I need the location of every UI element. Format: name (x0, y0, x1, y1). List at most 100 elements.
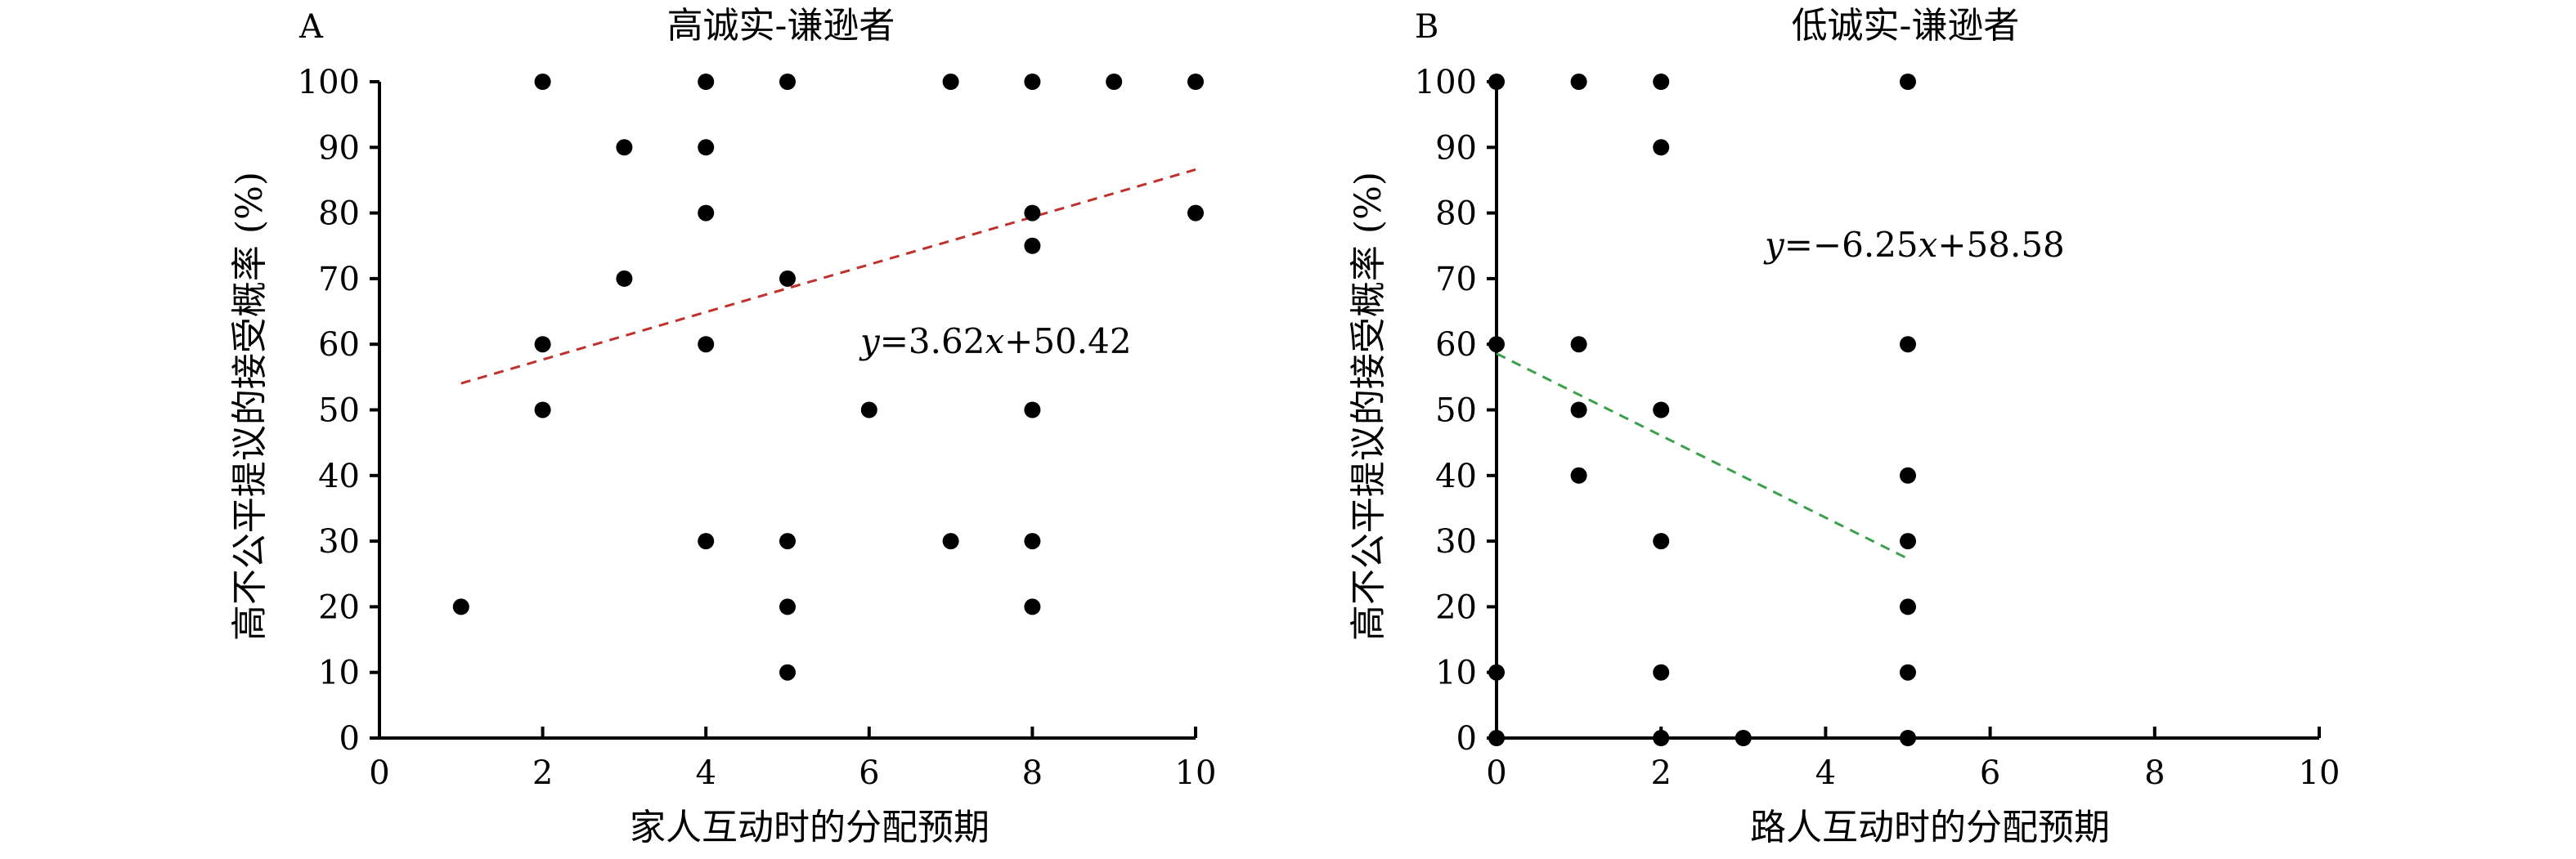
panel-b-x-axis-title: 路人互动时的分配预期 (1750, 807, 2110, 848)
panel-a: A 高诚实-谦逊者 0 10 20 30 40 50 60 70 80 90 100 0 2 4 6 8 10… (229, 5, 1216, 848)
panel-b-y-ticks: 0 10 20 30 40 50 60 70 80 90 100 (1415, 64, 1497, 758)
y-tick-label: 70 (318, 261, 360, 298)
panel-a-x-axis-title: 家人互动时的分配预期 (630, 807, 990, 848)
data-point (1187, 204, 1204, 221)
panel-b-eq-intercept: +58.58 (1937, 225, 2064, 265)
data-point (1024, 598, 1041, 615)
y-tick-label: 90 (1435, 129, 1477, 167)
data-point (779, 598, 796, 615)
data-point (698, 533, 715, 550)
panel-a-eq-x: x (985, 321, 1004, 361)
data-point (1024, 204, 1041, 221)
y-tick-label: 40 (318, 458, 360, 495)
data-point (1187, 74, 1204, 90)
x-tick-label: 4 (695, 754, 716, 792)
data-point (1106, 74, 1123, 90)
panel-b-letter: B (1415, 8, 1438, 46)
data-point (1570, 336, 1587, 353)
y-tick-label: 50 (1435, 392, 1477, 430)
data-point (860, 401, 877, 418)
panel-b-points (1488, 74, 1916, 746)
data-point (698, 336, 715, 353)
data-point (698, 204, 715, 221)
data-point (1653, 730, 1670, 746)
data-point (534, 336, 551, 353)
data-point (616, 139, 633, 156)
x-tick-label: 0 (1486, 754, 1506, 792)
data-point (1488, 664, 1505, 681)
data-point (942, 74, 959, 90)
data-point (1900, 598, 1916, 615)
panel-b: B 低诚实-谦逊者 0 10 20 30 40 50 60 70 80 90 100 0 2 4 6 8 10… (1348, 5, 2340, 848)
panel-b-fit-line (1496, 352, 1909, 560)
panel-a-points (452, 74, 1204, 681)
data-point (1488, 336, 1505, 353)
data-point (452, 598, 469, 615)
panel-a-y-axis-title: 高不公平提议的接受概率 (%) (229, 172, 271, 641)
panel-b-equation: y=−6.25x+58.58 (1763, 225, 2065, 265)
panel-a-letter: A (298, 8, 324, 46)
data-point (1570, 401, 1587, 418)
x-tick-label: 8 (1022, 754, 1043, 792)
y-tick-label: 70 (1435, 261, 1477, 298)
panel-b-x-ticks: 0 2 4 6 8 10 (1486, 727, 2340, 792)
y-tick-label: 0 (1456, 720, 1477, 758)
panel-a-eq-y: y (859, 321, 881, 361)
data-point (534, 74, 551, 90)
data-point (1900, 336, 1916, 353)
data-point (1653, 664, 1670, 681)
x-tick-label: 6 (859, 754, 879, 792)
y-tick-label: 30 (1435, 523, 1477, 561)
panel-a-eq-intercept: +50.42 (1004, 321, 1131, 361)
data-point (698, 74, 715, 90)
y-tick-label: 100 (298, 64, 360, 101)
y-tick-label: 10 (1435, 655, 1477, 692)
data-point (1653, 74, 1670, 90)
data-point (779, 74, 796, 90)
panel-b-eq-coef: =−6.25 (1784, 225, 1919, 265)
data-point (1653, 533, 1670, 550)
data-point (1488, 730, 1505, 746)
y-tick-label: 50 (318, 392, 360, 430)
data-point (1488, 74, 1505, 90)
data-point (534, 401, 551, 418)
data-point (1900, 467, 1916, 484)
data-point (779, 270, 796, 287)
data-point (1570, 467, 1587, 484)
y-tick-label: 10 (318, 655, 360, 692)
data-point (1900, 74, 1916, 90)
data-point (1024, 401, 1041, 418)
y-tick-label: 60 (1435, 326, 1477, 364)
data-point (1024, 74, 1041, 90)
data-point (1735, 730, 1752, 746)
data-point (779, 533, 796, 550)
y-tick-label: 90 (318, 129, 360, 167)
panel-a-x-ticks: 0 2 4 6 8 10 (369, 727, 1216, 792)
y-tick-label: 30 (318, 523, 360, 561)
x-tick-label: 8 (2144, 754, 2165, 792)
x-tick-label: 0 (369, 754, 389, 792)
x-tick-label: 2 (532, 754, 553, 792)
data-point (1900, 730, 1916, 746)
x-tick-label: 10 (2299, 754, 2340, 792)
data-point (1024, 533, 1041, 550)
y-tick-label: 100 (1415, 64, 1477, 101)
data-point (1024, 237, 1041, 254)
y-tick-label: 60 (318, 326, 360, 364)
x-tick-label: 10 (1175, 754, 1217, 792)
data-point (616, 270, 633, 287)
y-tick-label: 0 (339, 720, 360, 758)
data-point (698, 139, 715, 156)
data-point (1653, 401, 1670, 418)
data-point (1900, 533, 1916, 550)
panel-a-fit-line (460, 168, 1196, 385)
data-point (779, 664, 796, 681)
panel-a-eq-coef: =3.62 (880, 321, 985, 361)
panel-b-title: 低诚实-谦逊者 (1792, 5, 2020, 47)
panel-a-y-ticks: 0 10 20 30 40 50 60 70 80 90 100 (298, 64, 379, 758)
panel-b-eq-x: x (1919, 225, 1938, 265)
x-tick-label: 4 (1815, 754, 1836, 792)
panel-b-y-axis-title: 高不公平提议的接受概率 (%) (1348, 172, 1389, 641)
x-tick-label: 2 (1650, 754, 1671, 792)
